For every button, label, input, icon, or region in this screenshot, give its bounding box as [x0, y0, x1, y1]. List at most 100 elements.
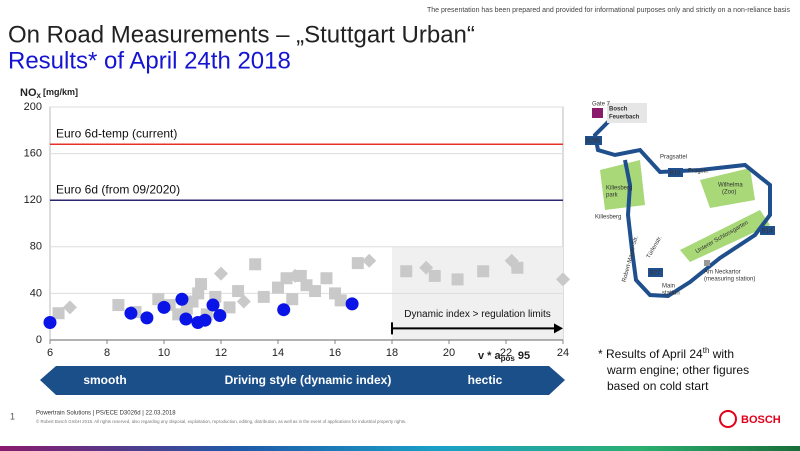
style-band: smooth Driving style (dynamic index) hec…	[40, 366, 565, 395]
point	[334, 294, 347, 307]
x-tick-label: 6	[47, 347, 53, 359]
park	[680, 210, 770, 262]
band-arrow	[40, 366, 565, 395]
point	[257, 290, 270, 303]
point	[477, 265, 490, 278]
point	[451, 273, 464, 286]
band-left: smooth	[83, 373, 126, 387]
map: Gate 7 Bosch Feuerbach B295 Pragsattel B…	[585, 102, 775, 299]
stripe	[0, 446, 800, 451]
map-label: park	[606, 193, 619, 199]
point	[504, 253, 519, 268]
point	[277, 303, 291, 317]
point	[214, 266, 228, 281]
x-tick-label: 24	[557, 347, 569, 359]
y-tick-label: 80	[30, 241, 42, 253]
point	[345, 297, 359, 311]
point	[124, 306, 138, 320]
gate-marker	[592, 108, 603, 118]
point	[286, 293, 299, 306]
point	[179, 312, 193, 326]
point	[351, 257, 364, 270]
road-sign	[585, 136, 602, 145]
logo-ring	[719, 410, 737, 428]
y-tick-label: 40	[30, 287, 42, 299]
map-label: Pragsattel	[660, 155, 687, 161]
y-tick-label: 200	[24, 101, 42, 113]
band-center: Driving style (dynamic index)	[225, 373, 392, 387]
point	[112, 299, 125, 312]
label-box	[607, 103, 647, 123]
x-tick-label: 18	[386, 347, 398, 359]
map-label: Gate 7	[592, 102, 611, 108]
point	[62, 300, 77, 315]
point	[175, 292, 189, 306]
map-label: Pragstr.	[688, 169, 709, 175]
point	[232, 285, 245, 298]
map-label: Feuerbach	[609, 115, 640, 121]
map-label: B27	[650, 271, 661, 277]
park	[700, 168, 755, 208]
x-tick-label: 22	[500, 347, 512, 359]
plot: 0 40 80 120 160 200 6 8 10 12 14 16 18 20 22 24 Euro 6d-…	[24, 101, 570, 359]
point	[206, 298, 220, 312]
point	[556, 272, 570, 287]
x-tick-label: 10	[158, 347, 170, 359]
map-label: (measuring station)	[704, 277, 755, 283]
map-label: Killesberg	[595, 215, 621, 221]
disclaimer: The presentation has been prepared and p…	[427, 7, 791, 14]
x-axis-label: v * apos 95	[478, 350, 530, 363]
x-tick-label: 8	[104, 347, 110, 359]
point	[198, 313, 212, 327]
map-label: B295	[586, 139, 601, 145]
point	[309, 285, 322, 298]
point	[288, 268, 303, 283]
logo-text: BOSCH	[741, 414, 781, 426]
point	[223, 301, 236, 314]
annotation-head	[554, 323, 563, 334]
road-sign	[668, 168, 683, 177]
map-label: Main	[662, 284, 675, 290]
point	[52, 307, 65, 320]
map-label: Wilhelma	[718, 183, 743, 189]
map-label: Türlenstr.	[646, 235, 664, 260]
map-label: B10	[670, 171, 681, 177]
reference-label: Euro 6d-temp (current)	[56, 126, 177, 140]
point	[249, 258, 262, 271]
footer-copyright: © Robert Bosch GmbH 2018. All rights res…	[36, 419, 406, 424]
x-tick-label: 16	[329, 347, 341, 359]
point	[43, 316, 57, 330]
reference-label: Euro 6d (from 09/2020)	[56, 182, 180, 196]
page-number: 1	[10, 411, 15, 421]
map-label: B14	[762, 229, 773, 235]
park	[600, 160, 645, 210]
x-tick-label: 20	[443, 347, 455, 359]
note: * Results of April 24th with warm engine…	[598, 346, 749, 393]
point	[213, 309, 227, 323]
x-tick-label: 12	[215, 347, 227, 359]
note-line: warm engine; other figures	[606, 363, 749, 377]
point	[192, 287, 205, 300]
title: On Road Measurements – „Stuttgart Urban“	[8, 21, 475, 48]
point	[157, 300, 171, 314]
point	[236, 294, 251, 309]
route	[592, 118, 772, 299]
point	[320, 272, 333, 285]
footer-ref: Powertrain Solutions | PS/ECE D3026d | 2…	[36, 411, 176, 417]
point	[428, 269, 441, 282]
map-label: (Zoo)	[722, 190, 736, 196]
point	[195, 278, 208, 291]
point	[419, 260, 434, 275]
map-label: Killesberg	[606, 186, 632, 192]
y-tick-label: 0	[36, 334, 42, 346]
note-line: based on cold start	[607, 379, 709, 393]
point	[362, 253, 377, 268]
y-axis-label: NOx [mg/km]	[20, 87, 78, 100]
point	[400, 265, 413, 278]
point	[272, 281, 284, 294]
map-label: Bosch	[609, 107, 628, 113]
map-label: Am Neckartor	[704, 270, 741, 276]
x-tick-label: 14	[272, 347, 284, 359]
map-label: station	[662, 291, 680, 297]
